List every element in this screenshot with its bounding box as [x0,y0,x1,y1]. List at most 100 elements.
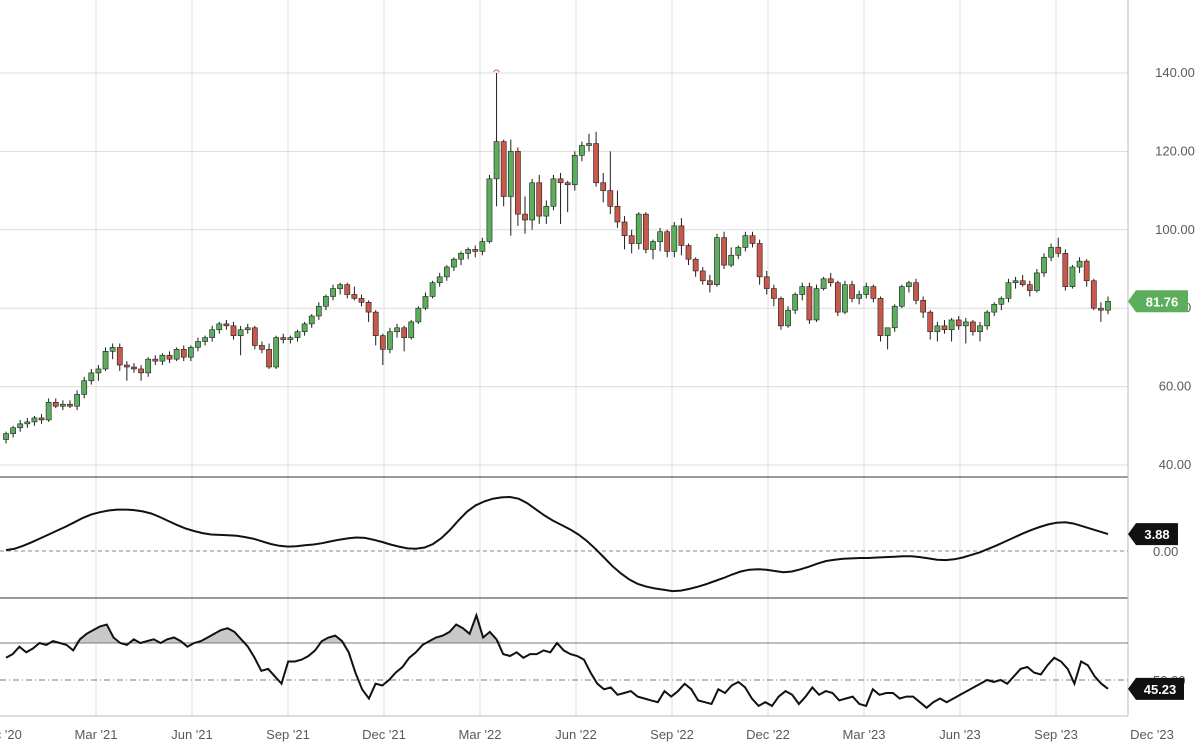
candle-body [24,421,31,425]
candle-body [1034,272,1040,291]
oscillator-value-badge: 3.88 [1128,523,1178,546]
candle-body [934,325,941,333]
price-tick-label: 100.00 [1155,222,1195,237]
candle-body [770,288,777,299]
candle-body [685,245,692,260]
candle-body [991,303,998,313]
candle-body [216,323,223,331]
candle-body [891,305,898,329]
candle-body [621,221,628,236]
candle-body [102,351,109,370]
oscillator-value-badge-text: 3.88 [1144,527,1169,542]
candle-body [692,258,699,272]
oscillator-line [5,495,1109,593]
candle-body [1069,266,1076,287]
candle-body [17,423,24,429]
candle-body [977,325,983,333]
price-panel [3,69,1111,444]
candle-body [742,235,749,248]
candle-body [820,278,827,289]
candle-body [856,294,863,299]
candle-body [422,296,429,309]
candle-body [1048,247,1054,258]
candle-body [593,143,599,184]
candle-body [1090,280,1097,309]
candle-body [202,337,208,342]
candle-body [706,280,713,285]
candle-body [465,249,471,254]
candle-body [95,368,102,374]
x-tick-label: Dec '23 [1130,727,1174,742]
candle-body [984,311,990,327]
candle-body [550,178,557,207]
candle-body [1083,260,1090,282]
candle-body [628,235,635,244]
candle-body [650,241,656,250]
x-tick-label: Sep '21 [266,727,310,742]
x-tick-label: Jun '21 [171,727,213,742]
candle-body [1062,253,1069,287]
candle-body [230,325,237,336]
candle-body [379,335,386,350]
candle-body [109,347,116,352]
candle-body [906,282,912,287]
candle-body [792,294,799,311]
candle-body [45,401,52,421]
candle-body [81,380,88,395]
candle-body [344,284,351,295]
x-tick-label: Jun '23 [939,727,981,742]
candle-body [827,278,834,284]
candle-body [166,354,173,360]
candle-body [3,433,9,440]
candle-body [600,182,607,191]
rsi-value-badge-shape [1128,677,1184,700]
price-tick-label: 40.00 [1159,457,1192,472]
candle-body [571,155,578,186]
candle-body [187,347,194,358]
candle-body [806,286,813,321]
x-tick-label: Dec '20 [0,727,22,742]
candle-body [315,305,322,317]
candle-body [173,349,180,360]
candle-body [678,225,685,246]
candle-body [251,327,258,346]
candle-body [849,284,855,299]
candle-body [88,372,95,382]
candle-body [323,296,329,307]
candle-body [472,249,479,252]
candle-body [365,302,372,313]
value-badges: 81.76 3.88 45.23 [1128,290,1188,700]
candle-body [493,141,500,180]
rsi-panel [0,612,1128,710]
candle-body [998,298,1005,305]
candle-body [38,417,45,421]
candle-body [1055,247,1062,254]
rsi-value-badge-text: 45.23 [1144,682,1177,697]
price-tick-label: 120.00 [1155,143,1195,158]
last-price-badge: 81.76 [1128,290,1188,313]
candle-body [330,288,336,297]
candle-body [586,143,592,146]
candle-body [266,349,272,368]
candle-body [401,327,408,338]
candle-body [714,237,720,285]
candle-body [74,394,80,407]
candle-body [1012,280,1019,284]
candle-body [529,182,535,221]
candle-body [842,284,848,313]
candle-body [920,300,927,313]
candle-body [643,213,649,250]
candle-body [387,331,393,350]
candle-body [67,403,73,407]
candle-body [877,298,884,336]
candle-body [131,366,137,370]
candle-body [507,151,514,197]
overbought-fill [46,615,504,643]
candle-body [579,145,585,156]
candle-body [870,286,877,299]
candle-body [1026,284,1033,291]
candle-body [522,213,528,221]
candle-body [195,341,201,348]
candle-body [244,327,251,331]
candle-body [884,327,891,336]
